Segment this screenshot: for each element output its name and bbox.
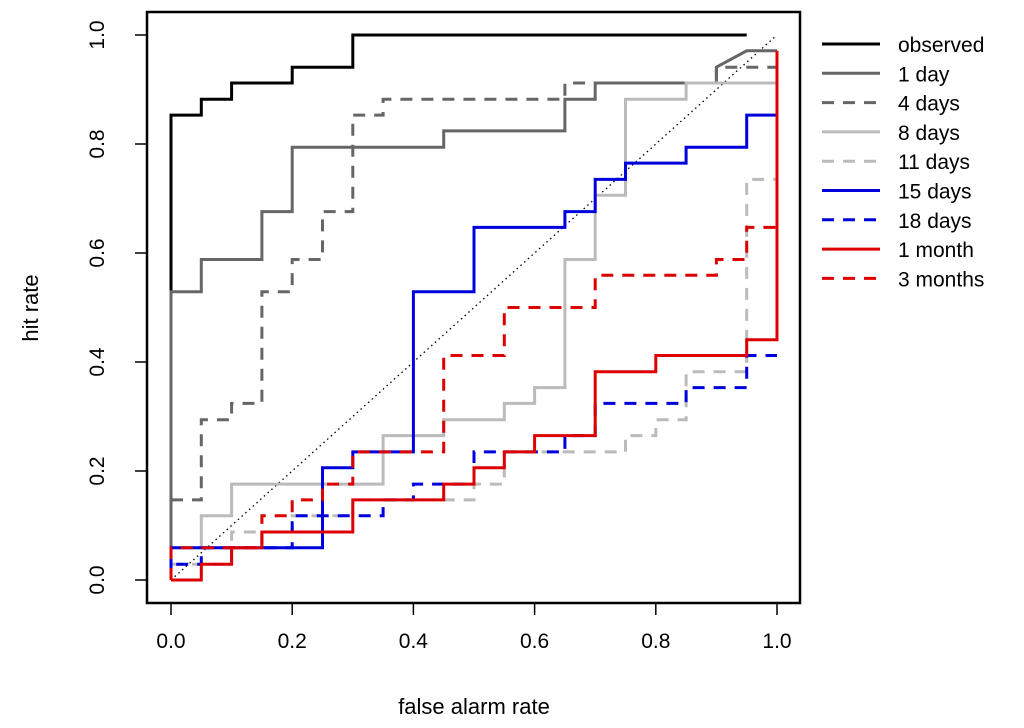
- legend-item: 15 days: [822, 181, 972, 204]
- x-tick-label: 0.8: [641, 630, 670, 653]
- x-tick-label: 0.6: [520, 630, 549, 653]
- y-tick-label: 1.0: [86, 20, 109, 49]
- y-tick-label: 0.2: [86, 456, 109, 485]
- legend-label: 15 days: [898, 181, 972, 204]
- y-tick-label: 0.6: [86, 238, 109, 267]
- series-line-15-days: [169, 113, 777, 580]
- legend-item: 18 days: [822, 210, 972, 233]
- series-line-3-months: [169, 225, 777, 580]
- x-axis: 0.0 0.2 0.4 0.6 0.8 1.0: [156, 602, 792, 653]
- legend-label: 8 days: [898, 122, 960, 145]
- diagonal-reference-line: [170, 34, 778, 581]
- legend: observed 1 day 4 days 8 days 11 days 15 days 1…: [822, 34, 984, 291]
- x-axis-label: false alarm rate: [398, 694, 550, 719]
- legend-item: 8 days: [822, 122, 960, 145]
- legend-label: 1 day: [898, 63, 950, 86]
- legend-label: 1 month: [898, 239, 974, 262]
- plot-lines: [169, 33, 779, 582]
- legend-label: observed: [898, 34, 984, 57]
- y-axis: 0.0 0.2 0.4 0.6 0.8 1.0: [86, 20, 148, 595]
- series-line-1-day: [169, 49, 777, 565]
- legend-item: 11 days: [822, 151, 970, 174]
- y-axis-label: hit rate: [18, 274, 43, 341]
- y-tick-label: 0.0: [86, 565, 109, 594]
- legend-item: 1 day: [822, 63, 950, 86]
- legend-label: 18 days: [898, 210, 972, 233]
- legend-item: observed: [822, 34, 984, 57]
- series-line-8-days: [171, 81, 777, 550]
- legend-label: 4 days: [898, 93, 960, 116]
- x-tick-label: 1.0: [762, 630, 791, 653]
- legend-item: 1 month: [822, 239, 974, 262]
- legend-label: 11 days: [898, 151, 970, 174]
- x-tick-label: 0.2: [278, 630, 307, 653]
- series-line-4-days: [171, 65, 777, 502]
- legend-item: 4 days: [822, 93, 960, 116]
- series-line-observed: [169, 33, 747, 580]
- legend-label: 3 months: [898, 268, 984, 291]
- legend-item: 3 months: [822, 268, 984, 291]
- y-tick-label: 0.8: [86, 129, 109, 158]
- x-tick-label: 0.0: [156, 630, 185, 653]
- x-tick-label: 0.4: [399, 630, 429, 653]
- y-tick-label: 0.4: [86, 347, 109, 377]
